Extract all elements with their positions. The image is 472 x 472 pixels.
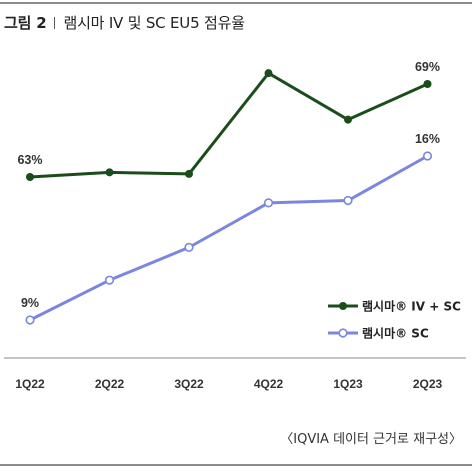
series-line: [29, 154, 429, 322]
data-point: [184, 242, 194, 252]
top-rule: [0, 2, 472, 4]
data-point: [263, 198, 274, 208]
data-label: 69%: [415, 60, 440, 74]
data-point: [25, 315, 35, 325]
x-tick-label: 1Q23: [333, 377, 363, 391]
x-tick-label: 4Q22: [254, 377, 284, 391]
legend-label: 램시마® SC: [362, 326, 429, 341]
series-line: [29, 71, 429, 179]
x-tick-label: 3Q22: [174, 377, 204, 391]
legend-label: 램시마® IV + SC: [362, 299, 461, 314]
data-label: 63%: [17, 153, 42, 167]
legend-marker: [338, 328, 348, 338]
source-note: 〈IQVIA 데이터 근거로 재구성〉: [280, 432, 462, 447]
title-separator: [54, 17, 56, 29]
data-point: [423, 80, 432, 88]
figure-title: 그림 2 램시마 IV 및 SC EU5 점유율: [4, 12, 245, 33]
data-point: [264, 69, 273, 78]
data-point: [422, 151, 433, 161]
x-tick-label: 2Q23: [413, 377, 443, 391]
data-point: [185, 169, 193, 178]
x-tick-label: 1Q22: [15, 377, 45, 391]
data-point: [26, 173, 34, 181]
data-point: [343, 195, 353, 206]
data-label: 16%: [415, 132, 440, 146]
data-point: [344, 115, 352, 124]
x-tick-label: 2Q22: [95, 377, 125, 391]
data-label: 9%: [21, 296, 39, 310]
bottom-rule: [0, 464, 472, 466]
data-point: [104, 275, 115, 285]
chart-title: 램시마 IV 및 SC EU5 점유율: [63, 14, 245, 32]
figure-label: 그림 2: [4, 14, 47, 32]
data-point: [105, 168, 114, 177]
legend-marker: [339, 302, 347, 310]
